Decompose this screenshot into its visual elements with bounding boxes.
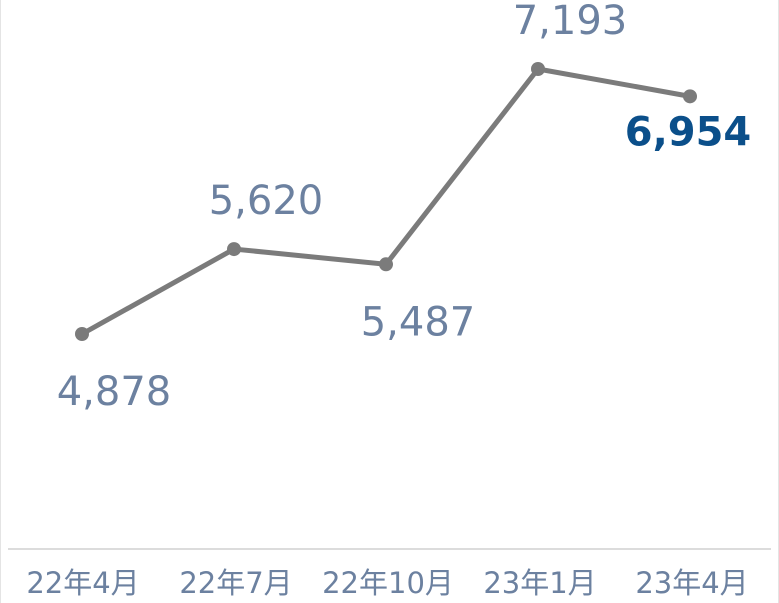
value-label: 5,620 <box>209 178 324 224</box>
value-label: 6,954 <box>625 109 752 155</box>
x-tick-label: 22年7月 <box>179 566 292 600</box>
point <box>531 62 545 76</box>
x-tick-label: 22年10月 <box>322 566 454 600</box>
point <box>75 327 89 341</box>
value-label: 5,487 <box>361 299 476 345</box>
point <box>683 89 697 104</box>
x-tick-label: 23年4月 <box>635 566 748 600</box>
line <box>80 66 691 337</box>
x-tick-label: 22年4月 <box>26 566 139 600</box>
value-label: 4,878 <box>57 369 172 415</box>
point <box>379 257 393 272</box>
value-label: 7,193 <box>513 0 628 44</box>
x-tick-label: 23年1月 <box>483 566 596 600</box>
point <box>227 242 241 257</box>
